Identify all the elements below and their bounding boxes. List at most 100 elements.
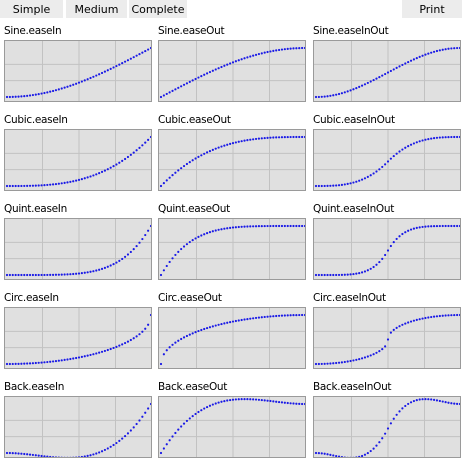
curve-point xyxy=(456,224,459,228)
curve-point xyxy=(254,53,258,56)
easing-plot xyxy=(4,396,152,458)
curve-point xyxy=(103,169,107,172)
chart-title: Sine.easeIn xyxy=(4,25,62,37)
curve-point xyxy=(11,184,14,188)
curve-point xyxy=(129,57,132,60)
simple-button[interactable]: Simple xyxy=(0,0,63,18)
curve-point xyxy=(418,226,421,229)
curve-point xyxy=(17,362,20,365)
curve-point xyxy=(168,176,171,179)
curve-point xyxy=(26,184,29,187)
chart-title: Back.easeInOut xyxy=(313,381,392,393)
easing-plot-svg xyxy=(5,130,151,190)
curve-point xyxy=(162,182,165,185)
curve-point xyxy=(162,94,165,97)
curve-point xyxy=(409,401,413,404)
curve-point xyxy=(326,95,329,98)
curve-point xyxy=(132,56,135,59)
curve-point xyxy=(458,224,460,228)
curve-point xyxy=(384,432,387,435)
curve-point xyxy=(240,225,243,228)
easing-plot-svg xyxy=(314,308,460,368)
curve-point xyxy=(415,318,418,321)
curve-point xyxy=(40,361,43,364)
curve-point xyxy=(352,88,355,91)
curve-point xyxy=(332,273,335,277)
curve-point xyxy=(138,333,141,336)
curve-point xyxy=(292,314,295,317)
curve-point xyxy=(237,59,240,62)
curve-point xyxy=(358,455,361,457)
curve-point xyxy=(389,422,392,425)
curve-point xyxy=(289,47,292,50)
curve-point xyxy=(355,180,358,183)
curve-point xyxy=(369,267,372,270)
curve-point xyxy=(441,136,444,139)
print-button[interactable]: Print xyxy=(402,0,462,18)
easing-plot-svg xyxy=(159,219,305,279)
curve-point xyxy=(217,146,220,149)
curve-point xyxy=(375,77,378,80)
curve-point xyxy=(191,414,194,418)
curve-point xyxy=(223,322,226,325)
curve-point xyxy=(95,452,98,455)
curve-point xyxy=(171,435,174,438)
curve-point xyxy=(237,225,240,229)
curve-point xyxy=(205,72,209,75)
curve-point xyxy=(363,453,367,456)
curve-point xyxy=(200,75,203,78)
curve-point xyxy=(234,226,237,229)
curve-point xyxy=(266,136,269,139)
curve-point xyxy=(303,224,305,228)
curve-point xyxy=(246,56,249,59)
curve-point xyxy=(398,65,401,68)
curve-point xyxy=(86,454,89,457)
curve-point xyxy=(378,350,381,353)
curve-point xyxy=(118,259,121,262)
curve-point xyxy=(335,273,338,277)
curve-point xyxy=(54,273,58,276)
curve-point xyxy=(432,315,436,318)
curve-point xyxy=(340,273,344,276)
curve-point xyxy=(444,48,447,51)
curve-point xyxy=(147,48,150,51)
curve-point xyxy=(63,86,66,89)
curve-point xyxy=(289,402,292,405)
curve-point xyxy=(188,80,191,83)
curve-point xyxy=(453,313,456,317)
easing-plot xyxy=(313,218,461,280)
curve-point xyxy=(34,184,37,187)
curve-point xyxy=(381,348,384,351)
curve-point xyxy=(323,273,326,277)
curve-point xyxy=(407,321,410,324)
curve-point xyxy=(378,441,381,444)
chart-title: Back.easeIn xyxy=(4,381,65,393)
curve-point xyxy=(231,320,235,323)
curve-point xyxy=(335,93,338,96)
curve-point xyxy=(77,356,81,359)
curve-point xyxy=(450,224,453,228)
curve-point xyxy=(409,143,413,146)
curve-point xyxy=(392,328,395,331)
curve-point xyxy=(182,83,186,86)
curve-point xyxy=(277,400,281,404)
curve-point xyxy=(83,79,86,82)
curve-point xyxy=(191,332,194,335)
curve-point xyxy=(118,439,121,443)
curve-point xyxy=(384,72,387,76)
curve-point xyxy=(240,398,243,401)
curve-point xyxy=(369,449,372,453)
curve-point xyxy=(421,54,424,57)
medium-button[interactable]: Medium xyxy=(66,0,127,18)
curve-point xyxy=(180,167,183,170)
curve-point xyxy=(57,273,60,276)
curve-point xyxy=(182,164,186,168)
curve-point xyxy=(421,317,424,320)
curve-point xyxy=(115,64,118,68)
easing-plot xyxy=(158,129,306,191)
curve-point xyxy=(162,269,165,272)
curve-point xyxy=(141,51,144,54)
complete-button[interactable]: Complete xyxy=(129,0,187,18)
curve-point xyxy=(381,437,384,440)
curve-point xyxy=(277,48,281,52)
